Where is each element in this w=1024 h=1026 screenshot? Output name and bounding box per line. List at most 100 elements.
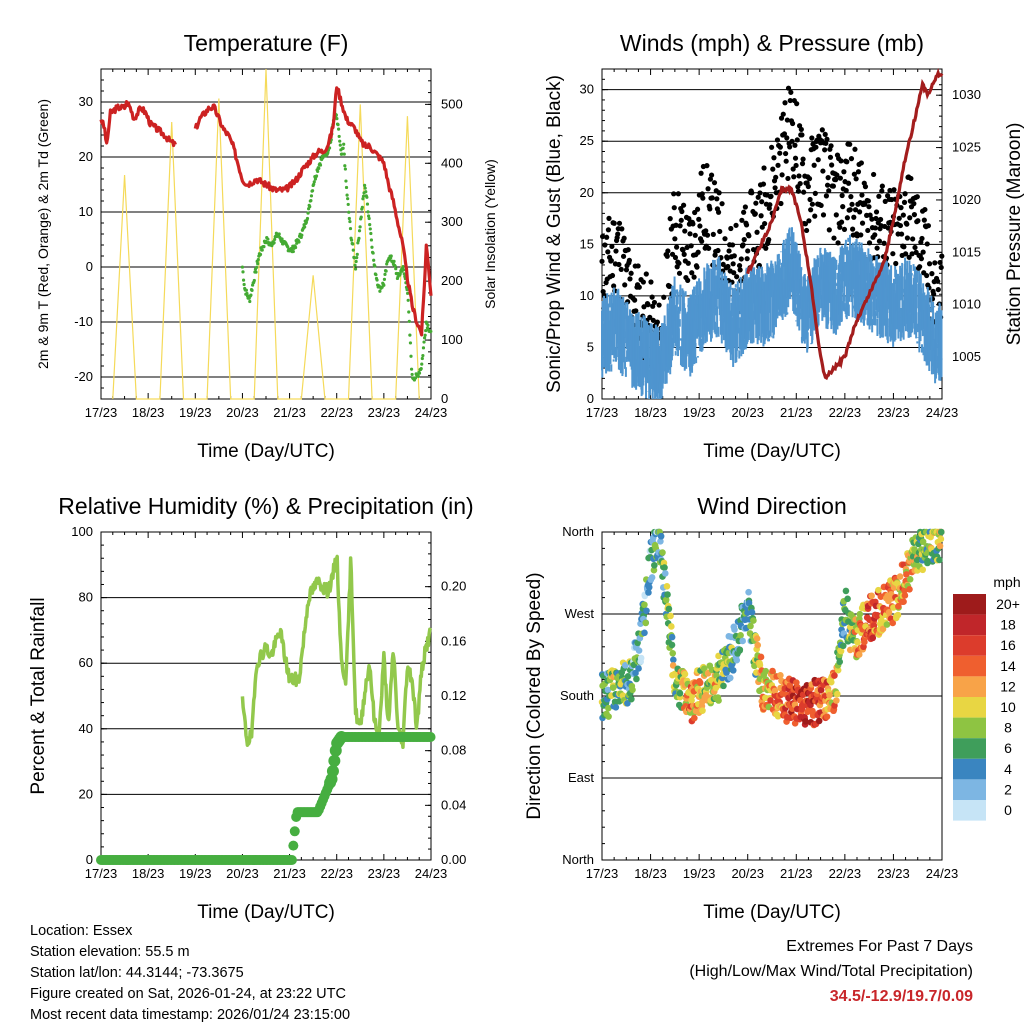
direction-point bbox=[657, 538, 664, 545]
temperature-line bbox=[193, 86, 433, 337]
gust-point bbox=[724, 255, 730, 261]
dewpoint-point bbox=[408, 341, 413, 345]
gust-point bbox=[887, 187, 893, 194]
y-tick-label: 15 bbox=[580, 236, 594, 251]
direction-point bbox=[771, 687, 779, 695]
gust-point bbox=[876, 193, 882, 199]
dewpoint-point bbox=[280, 237, 284, 241]
direction-point bbox=[826, 691, 833, 699]
direction-point bbox=[670, 656, 677, 664]
gust-point bbox=[722, 236, 728, 242]
extremes-legend: (High/Low/Max Wind/Total Precipitation) bbox=[689, 963, 973, 980]
gust-point bbox=[852, 146, 858, 152]
gust-point bbox=[912, 244, 918, 251]
gust-point bbox=[795, 188, 802, 194]
y-tick-label: North bbox=[562, 852, 594, 867]
gust-point bbox=[809, 201, 816, 207]
gust-point bbox=[823, 193, 830, 199]
colorbar-label: 18 bbox=[1000, 617, 1016, 633]
dewpoint-point bbox=[419, 366, 423, 371]
gust-point bbox=[763, 245, 769, 251]
colorbar-swatch bbox=[953, 758, 986, 780]
y-tick-label: West bbox=[565, 606, 595, 621]
gust-point bbox=[742, 204, 748, 210]
colorbar-swatch bbox=[953, 614, 986, 636]
dewpoint-point bbox=[382, 277, 387, 281]
gust-point bbox=[640, 279, 646, 285]
gust-point bbox=[920, 249, 926, 255]
y-tick-label: 10 bbox=[79, 204, 93, 219]
gust-point bbox=[645, 302, 651, 308]
gust-point bbox=[845, 180, 852, 186]
y2-tick-label: 300 bbox=[441, 214, 463, 229]
direction-point bbox=[823, 713, 831, 720]
gust-point bbox=[813, 144, 819, 150]
dewpoint-point bbox=[343, 164, 347, 168]
direction-point bbox=[747, 622, 754, 630]
y2-axis-label: Station Pressure (Maroon) bbox=[1004, 123, 1024, 346]
gust-point bbox=[826, 227, 832, 233]
gust-point bbox=[777, 150, 783, 156]
gust-point bbox=[676, 270, 683, 276]
y-axis-label: Direction (Colored By Speed) bbox=[524, 572, 545, 819]
gust-point bbox=[615, 231, 621, 237]
gust-point bbox=[745, 248, 751, 254]
dewpoint-point bbox=[308, 205, 312, 209]
x-tick-label: 17/23 bbox=[586, 866, 619, 881]
gust-point bbox=[806, 218, 812, 224]
gust-point bbox=[715, 209, 722, 215]
gust-point bbox=[823, 140, 829, 146]
y2-tick-label: 400 bbox=[441, 155, 463, 170]
gust-point bbox=[778, 115, 785, 121]
y2-tick-label: 100 bbox=[441, 332, 463, 347]
dewpoint-point bbox=[372, 258, 376, 262]
colorbar-label: 12 bbox=[1000, 678, 1016, 694]
gust-point bbox=[754, 229, 760, 235]
direction-point bbox=[936, 542, 944, 550]
dewpoint-point bbox=[365, 202, 370, 206]
gust-point bbox=[869, 216, 875, 222]
dewpoint-point bbox=[351, 242, 355, 246]
y-tick-label: 10 bbox=[580, 288, 594, 303]
direction-point bbox=[731, 626, 738, 633]
gust-point bbox=[881, 240, 887, 246]
gust-point bbox=[774, 137, 781, 143]
dewpoint-point bbox=[409, 354, 413, 358]
gust-point bbox=[793, 162, 799, 169]
y-tick-label: -10 bbox=[74, 314, 93, 329]
direction-point bbox=[750, 617, 757, 624]
gust-point bbox=[849, 201, 855, 207]
dewpoint-point bbox=[408, 333, 412, 337]
gust-point bbox=[859, 220, 866, 226]
direction-point bbox=[641, 629, 648, 637]
dewpoint-point bbox=[318, 163, 323, 167]
gust-point bbox=[806, 176, 813, 182]
gust-point bbox=[926, 261, 933, 267]
y-tick-label: 60 bbox=[79, 655, 93, 670]
gust-point bbox=[924, 272, 930, 279]
direction-point bbox=[661, 564, 668, 571]
dewpoint-point bbox=[355, 256, 359, 260]
gust-point bbox=[730, 261, 736, 267]
direction-point bbox=[834, 666, 842, 674]
gust-point bbox=[647, 314, 653, 320]
gust-point bbox=[925, 223, 932, 229]
colorbar-swatch bbox=[953, 697, 986, 718]
direction-point bbox=[645, 589, 652, 596]
x-tick-label: 17/23 bbox=[85, 866, 118, 881]
direction-point bbox=[629, 686, 636, 694]
dewpoint-point bbox=[348, 219, 352, 224]
direction-point bbox=[720, 682, 727, 690]
dewpoint-point bbox=[256, 262, 260, 266]
dewpoint-point bbox=[405, 288, 409, 292]
gust-point bbox=[672, 236, 678, 242]
dewpoint-point bbox=[366, 214, 371, 218]
gust-point bbox=[752, 211, 758, 217]
gust-point bbox=[691, 274, 697, 280]
gust-point bbox=[901, 244, 907, 250]
x-tick-label: 24/23 bbox=[415, 866, 448, 881]
gust-point bbox=[656, 302, 662, 308]
direction-point bbox=[699, 707, 706, 714]
dewpoint-point bbox=[338, 139, 342, 143]
